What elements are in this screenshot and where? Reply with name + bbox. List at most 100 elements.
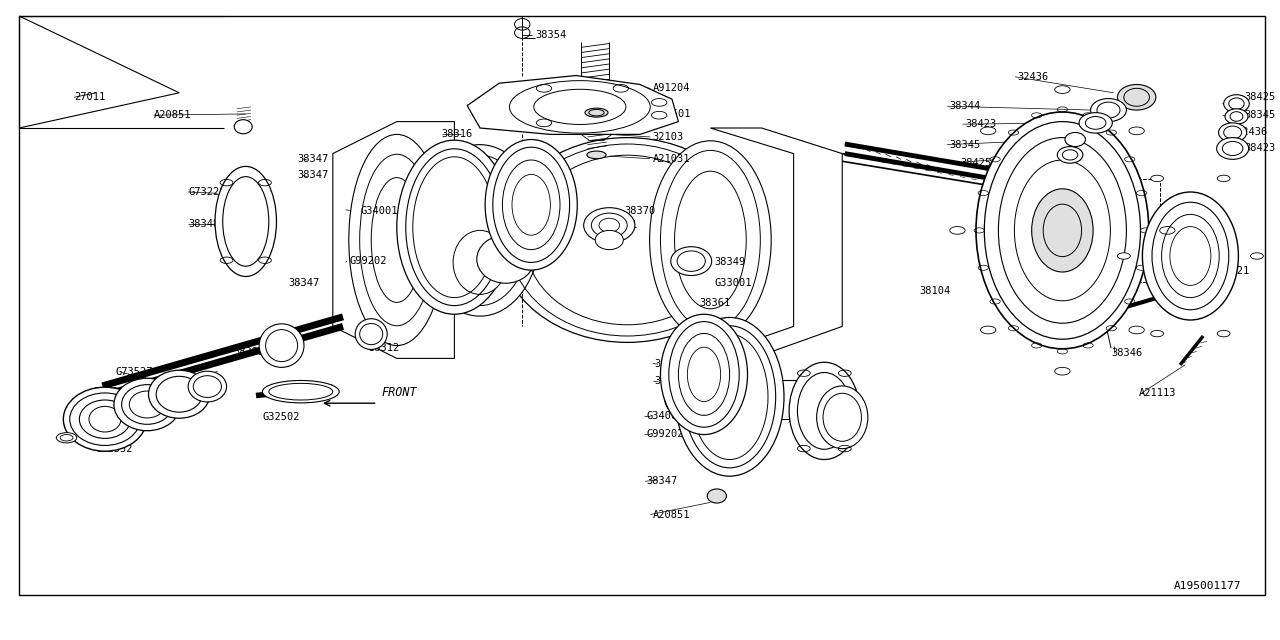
Circle shape (1251, 253, 1263, 259)
Text: 38347: 38347 (297, 170, 328, 180)
Text: 38312: 38312 (369, 342, 399, 353)
Circle shape (1129, 326, 1144, 334)
Text: H02501: H02501 (653, 109, 690, 119)
Polygon shape (333, 122, 454, 358)
Ellipse shape (114, 378, 180, 431)
Ellipse shape (148, 370, 210, 419)
Ellipse shape (585, 108, 608, 117)
Ellipse shape (453, 230, 507, 294)
Circle shape (1055, 367, 1070, 375)
Ellipse shape (1117, 84, 1156, 110)
Circle shape (1129, 127, 1144, 134)
Text: 38344: 38344 (950, 101, 980, 111)
Text: 38423: 38423 (1244, 143, 1275, 154)
Text: 38370: 38370 (625, 206, 655, 216)
Text: G99202: G99202 (646, 429, 684, 439)
Text: A20851: A20851 (154, 110, 191, 120)
Text: A195001177: A195001177 (1174, 580, 1242, 591)
Text: G73527: G73527 (115, 367, 152, 378)
Text: G34001: G34001 (646, 411, 684, 421)
Text: 38345: 38345 (1244, 110, 1275, 120)
Text: 38354: 38354 (535, 30, 566, 40)
Ellipse shape (262, 380, 339, 403)
Circle shape (1055, 86, 1070, 93)
Circle shape (1217, 330, 1230, 337)
Text: G34001: G34001 (361, 206, 398, 216)
Text: 38347: 38347 (297, 154, 328, 164)
Text: A21031: A21031 (653, 154, 690, 164)
Ellipse shape (788, 362, 860, 460)
Circle shape (56, 433, 77, 443)
Text: 38347: 38347 (654, 358, 685, 369)
Ellipse shape (499, 138, 755, 342)
Text: 32436: 32436 (1018, 72, 1048, 82)
Circle shape (1151, 175, 1164, 182)
Text: 38348: 38348 (188, 219, 219, 229)
Text: 27011: 27011 (74, 92, 105, 102)
Ellipse shape (1216, 138, 1248, 159)
Ellipse shape (348, 134, 445, 346)
Text: A91204: A91204 (653, 83, 690, 93)
Ellipse shape (650, 141, 771, 339)
Text: 38423: 38423 (965, 119, 996, 129)
Ellipse shape (64, 387, 146, 451)
Text: 38385: 38385 (233, 347, 264, 357)
Ellipse shape (188, 371, 227, 402)
Circle shape (1117, 253, 1130, 259)
Ellipse shape (660, 314, 748, 435)
Text: E00503: E00503 (1050, 212, 1087, 223)
Ellipse shape (420, 145, 540, 316)
Text: 38316: 38316 (442, 129, 472, 140)
Ellipse shape (1091, 99, 1126, 122)
Ellipse shape (586, 151, 607, 159)
Text: 38425: 38425 (1244, 92, 1275, 102)
Ellipse shape (1032, 189, 1093, 272)
Text: G73220: G73220 (188, 187, 225, 197)
Text: 38425: 38425 (960, 157, 991, 168)
Text: 38421: 38421 (1219, 266, 1249, 276)
Ellipse shape (1057, 147, 1083, 163)
Text: 38349: 38349 (714, 257, 745, 268)
Ellipse shape (234, 120, 252, 134)
Text: 38361: 38361 (699, 298, 730, 308)
Text: 38347: 38347 (646, 476, 677, 486)
Text: 32103: 32103 (653, 132, 684, 142)
Ellipse shape (671, 246, 712, 275)
Circle shape (950, 227, 965, 234)
Text: A20851: A20851 (653, 509, 690, 520)
Ellipse shape (260, 324, 305, 367)
Text: G22532: G22532 (96, 444, 133, 454)
Text: 38344: 38344 (1203, 234, 1234, 244)
Ellipse shape (817, 386, 868, 449)
Text: 38346: 38346 (1111, 348, 1142, 358)
Ellipse shape (356, 319, 387, 349)
Polygon shape (333, 122, 794, 358)
Circle shape (980, 127, 996, 134)
Ellipse shape (1219, 123, 1247, 142)
Circle shape (980, 326, 996, 334)
Text: A21113: A21113 (1139, 388, 1176, 398)
Text: G73220: G73220 (791, 417, 828, 428)
Text: 38347: 38347 (654, 376, 685, 387)
Circle shape (1217, 175, 1230, 182)
Text: 38386: 38386 (93, 387, 124, 397)
Circle shape (1151, 330, 1164, 337)
Bar (1019, 179, 1160, 282)
Ellipse shape (215, 166, 276, 276)
Ellipse shape (676, 317, 783, 476)
Polygon shape (710, 128, 842, 355)
Ellipse shape (584, 207, 635, 243)
Text: 38104: 38104 (919, 285, 950, 296)
Text: G32502: G32502 (262, 412, 300, 422)
Circle shape (1160, 227, 1175, 234)
Ellipse shape (485, 140, 577, 270)
Ellipse shape (1224, 95, 1249, 113)
Text: 38348: 38348 (742, 398, 773, 408)
Bar (740, 380, 817, 419)
Text: G33001: G33001 (714, 278, 751, 288)
Polygon shape (467, 76, 678, 134)
Ellipse shape (708, 489, 727, 503)
Text: 32436: 32436 (1236, 127, 1267, 137)
Ellipse shape (397, 140, 512, 314)
Ellipse shape (1065, 132, 1085, 147)
